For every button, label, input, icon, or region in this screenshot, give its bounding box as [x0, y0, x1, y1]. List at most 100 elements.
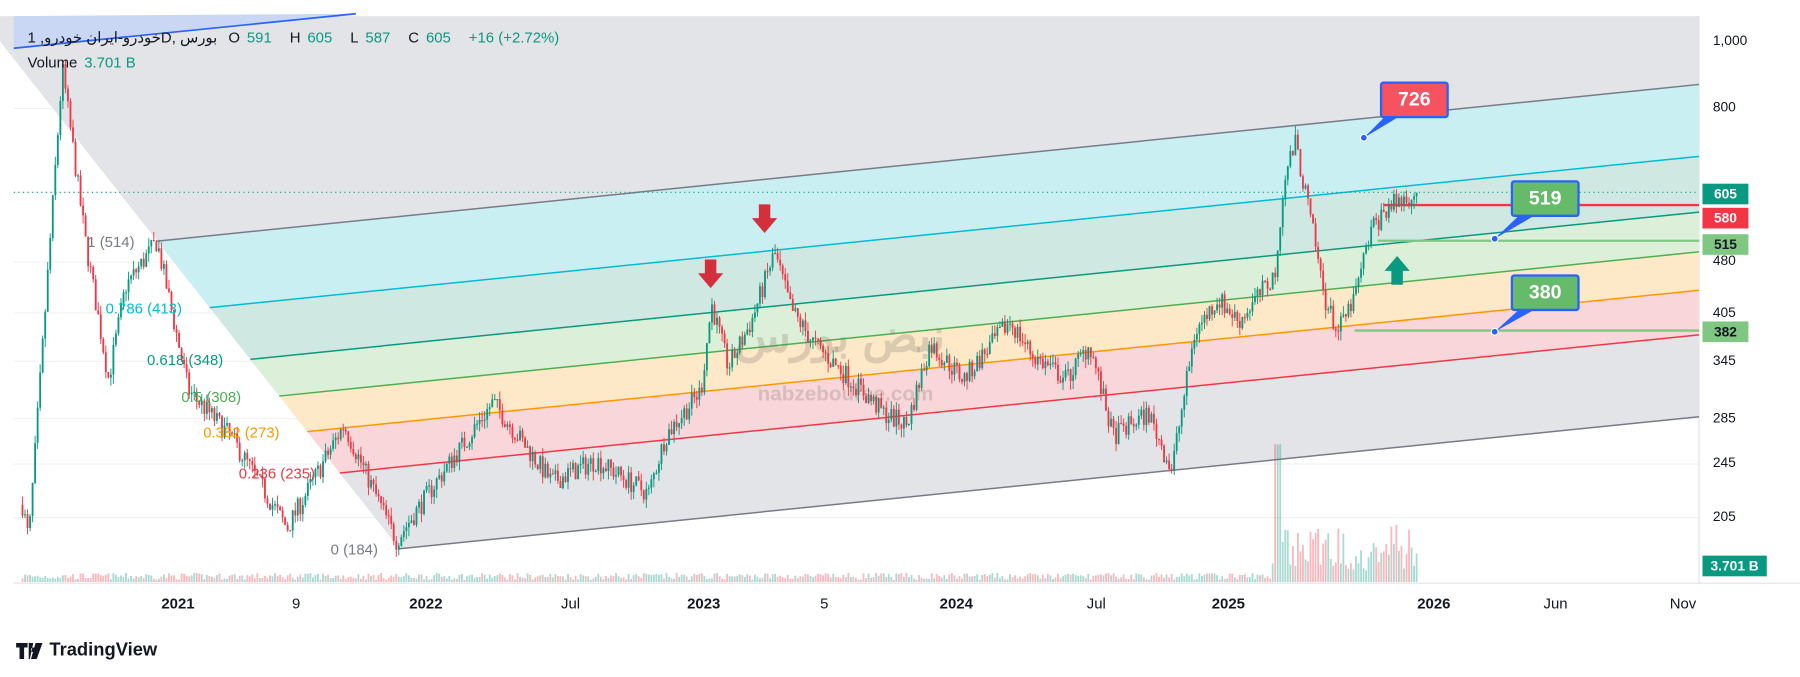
candle-body — [789, 292, 792, 300]
volume-bar — [203, 579, 206, 583]
candle-body — [1046, 361, 1049, 366]
candle-body — [216, 413, 218, 421]
candle-body — [1294, 134, 1297, 156]
volume-bar — [801, 576, 804, 583]
candle-body — [582, 457, 585, 464]
volume-bar — [824, 573, 827, 583]
candle-body — [147, 246, 150, 254]
candle-body — [1039, 356, 1042, 359]
volume-bar — [885, 576, 888, 583]
volume-bar — [602, 579, 605, 583]
volume-bar — [112, 573, 115, 583]
volume-bar — [1034, 573, 1037, 583]
candle-body — [1190, 348, 1193, 367]
candle-body — [1241, 317, 1244, 329]
volume-bar — [208, 575, 211, 583]
volume-bar — [1274, 444, 1277, 583]
candle-body — [1243, 317, 1246, 319]
volume-bar — [1269, 578, 1272, 583]
support-callout[interactable]: 519 — [1510, 180, 1580, 217]
symbol-name[interactable]: 1 ,خودرو-ایران خودروD, بورس — [27, 28, 218, 46]
candle-body — [26, 514, 29, 529]
candle-body — [102, 339, 105, 353]
candle-body — [860, 378, 862, 385]
candle-body — [476, 423, 479, 425]
volume-bar — [140, 576, 143, 583]
candle-body — [652, 473, 655, 480]
candle-body — [630, 472, 633, 492]
candle-body — [673, 421, 676, 435]
volume-bar — [564, 579, 567, 583]
volume-bar — [529, 575, 532, 583]
candle-body — [1092, 356, 1095, 359]
candle-body — [162, 264, 165, 269]
candle-body — [1150, 413, 1153, 423]
volume-bar — [1413, 565, 1416, 583]
volume-bar — [1001, 576, 1004, 583]
volume-bar — [491, 577, 494, 583]
candle-body — [390, 515, 393, 524]
volume-bar — [296, 576, 299, 583]
candle-body — [1279, 227, 1282, 251]
candle-body — [991, 333, 994, 343]
volume-bar — [423, 579, 425, 583]
candle-body — [1193, 339, 1196, 349]
candle-body — [998, 326, 1001, 329]
candle-body — [99, 314, 102, 340]
volume-bar — [832, 573, 835, 583]
candle-body — [549, 473, 552, 478]
volume-bar — [870, 577, 872, 583]
price-axis-label: 345 — [1712, 351, 1736, 369]
volume-bar — [1291, 546, 1294, 583]
candle-body — [554, 470, 557, 474]
support-callout[interactable]: 380 — [1510, 274, 1580, 312]
volume-bar — [1312, 539, 1314, 583]
candle-body — [953, 362, 956, 375]
candle-body — [862, 384, 865, 397]
candle-body — [551, 473, 554, 475]
time-axis-label: 5 — [820, 594, 829, 612]
volume-bar — [913, 578, 915, 583]
candle-body — [135, 269, 138, 273]
candle-body — [683, 408, 686, 418]
volume-bar — [418, 574, 420, 583]
volume-bar — [152, 578, 155, 583]
volume-bar — [1057, 573, 1059, 583]
volume-bar — [157, 578, 160, 583]
volume-bar — [877, 575, 880, 583]
candle-body — [1211, 306, 1213, 315]
volume-bar — [640, 577, 643, 583]
volume-bar — [445, 578, 448, 583]
volume-bar — [334, 575, 337, 583]
volume-bar — [1395, 524, 1398, 583]
volume-bar — [1059, 578, 1062, 583]
volume-bar — [458, 574, 461, 583]
volume-bar — [175, 579, 178, 583]
volume-bar — [592, 578, 595, 583]
fib-level-line — [399, 415, 1700, 550]
candle-body — [832, 358, 835, 367]
volume-bar — [359, 578, 362, 583]
candle-body — [132, 269, 135, 276]
volume-bar — [819, 574, 822, 583]
volume-bar — [97, 573, 100, 583]
candle-body — [562, 476, 564, 488]
candle-body — [281, 510, 284, 518]
candle-body — [269, 503, 271, 510]
candle-body — [961, 379, 963, 382]
volume-bar — [496, 575, 499, 583]
candle-body — [1201, 322, 1203, 325]
high-value: 605 — [307, 28, 333, 46]
volume-bar — [625, 579, 628, 583]
candle-body — [604, 468, 607, 472]
candle-body — [195, 391, 198, 401]
candle-body — [753, 312, 756, 318]
volume-bar — [882, 573, 885, 583]
target-callout[interactable]: 726 — [1379, 81, 1449, 119]
tradingview-logo[interactable]: TradingView — [16, 641, 157, 662]
volume-bar — [450, 579, 453, 583]
volume-bar — [1185, 573, 1188, 583]
time-axis-label: Jun — [1543, 594, 1568, 612]
volume-bar — [415, 578, 418, 583]
candle-body — [329, 448, 332, 455]
